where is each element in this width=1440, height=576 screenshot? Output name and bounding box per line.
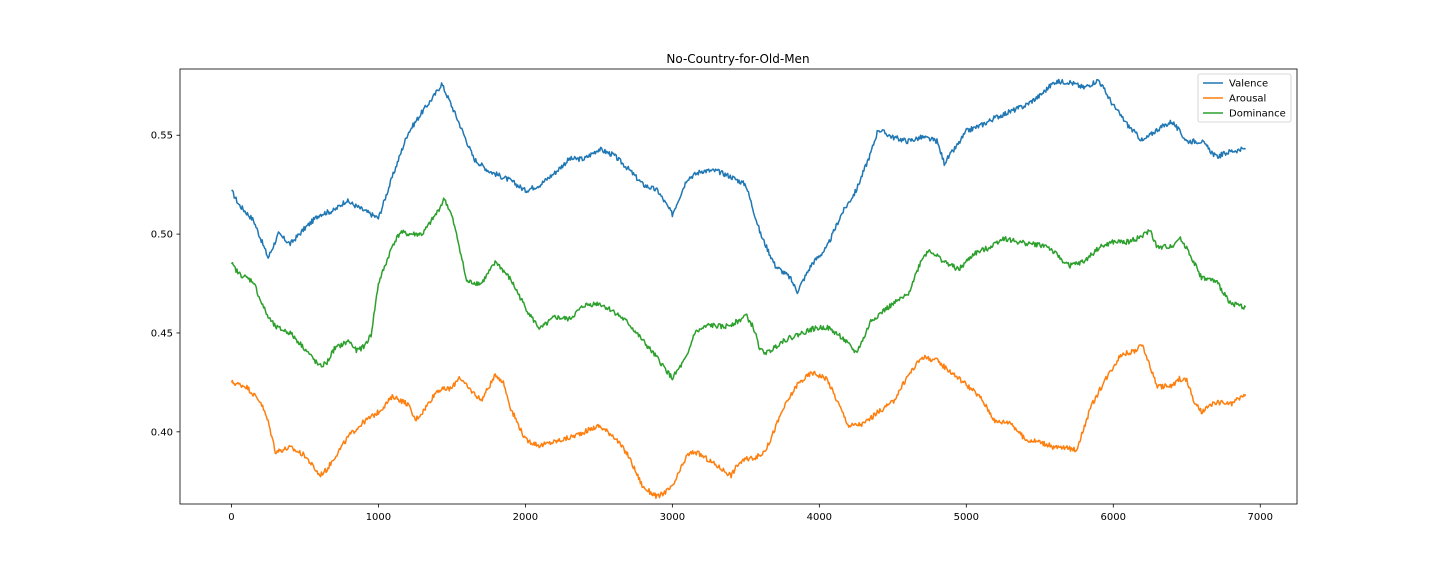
y-tick-label: 0.45 (151, 328, 173, 339)
x-tick-label: 4000 (807, 512, 832, 523)
y-tick-label: 0.55 (151, 131, 173, 142)
legend: Valence Arousal Dominance (1197, 73, 1292, 123)
y-tick-label: 0.40 (151, 427, 173, 438)
x-tick-label: 5000 (954, 512, 979, 523)
legend-label-dominance: Dominance (1229, 109, 1286, 120)
series-line-dominance (230, 197, 1247, 381)
x-tick-label: 3000 (660, 512, 685, 523)
chart-title: No-Country-for-Old-Men (666, 52, 809, 66)
series-line-valence (231, 78, 1246, 295)
series-line-arousal (230, 344, 1247, 500)
x-tick-label: 6000 (1101, 512, 1126, 523)
x-tick-label: 1000 (366, 512, 391, 523)
y-tick-label: 0.50 (151, 230, 173, 241)
series-layer (230, 78, 1247, 500)
plot-area (180, 69, 1297, 504)
legend-label-arousal: Arousal (1229, 94, 1266, 105)
x-tick-label: 2000 (513, 512, 538, 523)
x-tick-label: 7000 (1248, 512, 1273, 523)
y-axis: 0.40 0.45 0.50 0.55 (151, 131, 180, 438)
x-tick-label: 0 (228, 512, 234, 523)
legend-label-valence: Valence (1229, 79, 1268, 90)
legend-box (1197, 73, 1292, 123)
plot-frame (179, 68, 1298, 505)
x-axis: 0 1000 2000 3000 4000 5000 6000 7000 (228, 504, 1273, 523)
